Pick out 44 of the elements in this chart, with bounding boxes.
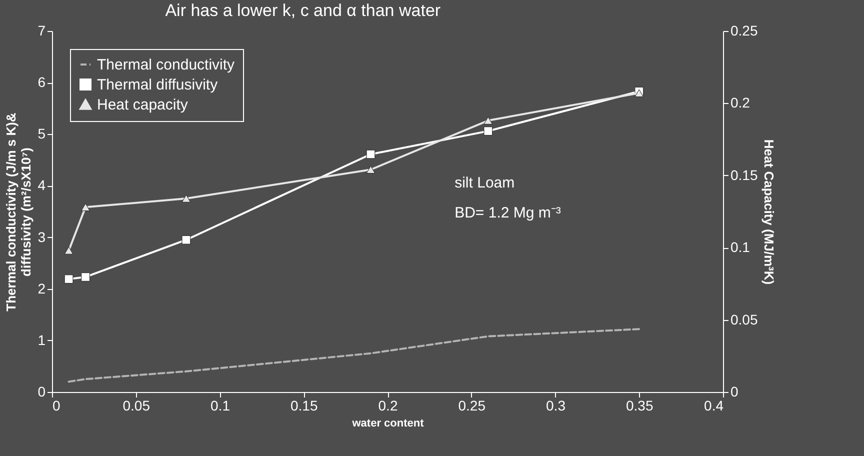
y2-tick-label: 0.05 [730, 311, 758, 328]
legend-label: Heat capacity [97, 96, 188, 114]
y-tick-label: 0 [38, 384, 46, 400]
x-tick-label: 0.1 [210, 398, 230, 414]
legend-label: Thermal diffusivity [97, 76, 218, 94]
y2-tick-label: 0.15 [730, 166, 758, 183]
x-axis-title: water content [351, 418, 424, 430]
point [64, 246, 74, 254]
y2-axis-title: Heat Capacity (MJ/m³K) [762, 139, 777, 285]
x-tick-label: 0.3 [546, 398, 566, 414]
point [182, 235, 191, 244]
point [64, 274, 74, 284]
point [484, 126, 493, 136]
y2-tick-label: 0.1 [730, 239, 750, 256]
x-tick-label: 0 [52, 398, 60, 414]
point [81, 203, 90, 212]
y-tick-label: 4 [38, 177, 46, 194]
legend-label: Thermal conductivity [97, 56, 236, 74]
point [366, 166, 376, 174]
chart-title: Air has a lower k, c and α than water [165, 1, 441, 20]
annotation: silt Loam [454, 174, 515, 192]
x-tick-label: 0.15 [290, 398, 318, 414]
y-tick-label: 5 [38, 126, 46, 142]
y-tick-label: 6 [38, 74, 46, 90]
y-tick-label: 1 [38, 332, 46, 348]
x-tick-label: 0.4 [704, 398, 724, 414]
annotation: BD= 1.2 Mg m⁻³ [454, 204, 561, 222]
point [81, 272, 90, 282]
y-tick-label: 7 [38, 22, 46, 38]
point [634, 89, 644, 97]
x-tick-label: 0.35 [626, 398, 654, 414]
y-tick-label: 2 [38, 280, 46, 296]
point [484, 116, 493, 124]
y2-tick-label: 0 [730, 384, 738, 400]
point [182, 194, 191, 202]
x-tick-label: 0.2 [378, 398, 398, 414]
x-tick-label: 0.25 [458, 398, 486, 414]
point [366, 150, 376, 159]
x-tick-label: 0.05 [122, 398, 150, 414]
line-series [68, 328, 640, 383]
y2-tick-label: 0.25 [730, 22, 758, 38]
y2-tick-label: 0.2 [730, 94, 750, 111]
y-tick-label: 3 [38, 228, 46, 245]
y-axis-title: Thermal conductivity (J/m s K)& diffusivity (m²/sX10⁷) [4, 112, 34, 312]
